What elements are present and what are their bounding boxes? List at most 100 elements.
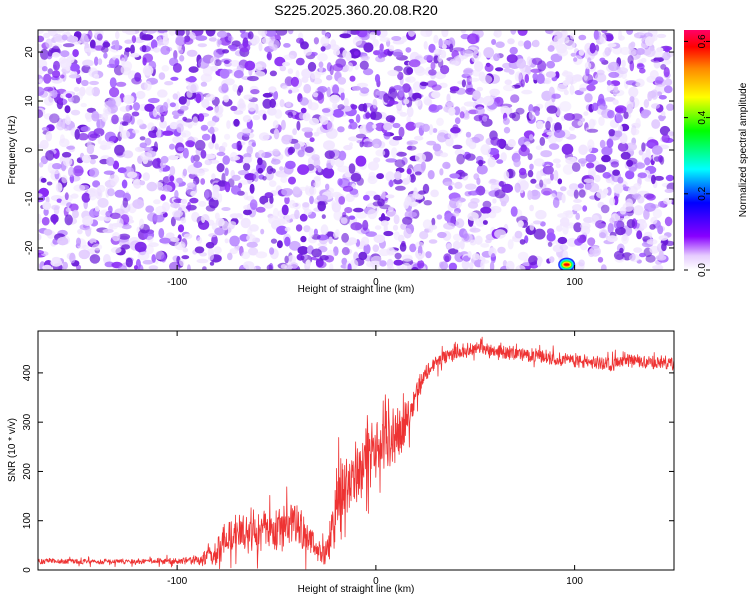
heatmap-cell [216,30,228,38]
heatmap-cell [186,49,198,57]
heatmap-cell [606,186,612,196]
heatmap-cell [69,203,79,212]
heatmap-cell [237,170,249,176]
heatmap-cell [241,128,252,134]
heatmap-cell [38,109,44,118]
heatmap-cell [309,195,314,205]
heatmap-cell [147,97,160,104]
heatmap-cell [545,71,557,78]
heatmap-cell [439,168,444,176]
heatmap-cell [441,44,447,50]
colorbar-tick-label: 0.6 [697,34,708,48]
heatmap-cell [484,63,494,72]
heatmap-cell [212,189,220,201]
heatmap-cell [493,53,500,62]
heatmap-cell [266,264,273,270]
heatmap-cell [652,208,663,219]
heatmap-cell [330,158,336,166]
heatmap-cell [337,165,350,173]
heatmap-cell [375,90,383,96]
heatmap-cell [243,162,251,171]
heatmap-cell [582,205,588,212]
heatmap-cell [194,246,205,254]
heatmap-cell [229,213,241,219]
heatmap-cell [478,159,484,167]
heatmap-cell [40,177,47,183]
heatmap-cell [516,58,527,69]
heatmap-cell [131,111,140,117]
heatmap-cell [423,41,428,50]
heatmap-cell [431,217,436,227]
heatmap-cell [103,170,115,175]
heatmap-cell [222,49,230,54]
heatmap-cell [428,69,437,76]
y-tick-label: -10 [24,191,35,206]
heatmap-cell [633,247,643,253]
heatmap-cell [471,253,480,261]
heatmap-cell [233,110,244,115]
heatmap-cell [388,45,395,52]
heatmap-cell [463,233,470,241]
heatmap-cell [552,197,560,209]
heatmap-cell [578,259,585,267]
heatmap-cell [400,223,407,230]
heatmap-cell [598,116,605,126]
heatmap-cell [347,62,354,72]
heatmap-cell [109,212,121,219]
heatmap-cell [553,129,566,139]
heatmap-cell [114,58,120,67]
heatmap-cell [661,51,671,61]
heatmap-cell [480,243,490,248]
heatmap-cell [663,67,670,78]
heatmap-cell [449,173,460,179]
heatmap-cell [430,189,439,198]
heatmap-cell [378,248,391,257]
heatmap-cell [333,210,343,221]
heatmap-cell [529,223,535,231]
heatmap-cell [557,178,563,185]
heatmap-cell [503,170,510,181]
heatmap-cell [461,259,470,270]
heatmap-cell [187,82,199,93]
heatmap-cell [428,124,434,136]
heatmap-cell [338,150,347,161]
heatmap-cell [52,70,61,79]
heatmap-cell [556,225,563,232]
heatmap-cell [536,170,542,182]
heatmap-cell [473,114,483,122]
heatmap-cell [183,233,193,239]
heatmap-cell [70,109,81,116]
heatmap-cell [372,201,383,207]
heatmap-cell [243,94,253,100]
heatmap-cell [59,138,70,148]
heatmap-cell [349,259,359,270]
heatmap-cell [448,262,458,270]
heatmap-cell [106,141,115,146]
heatmap-cell [60,74,65,79]
heatmap-cell [372,244,380,253]
heatmap-cell [619,46,631,56]
heatmap-cell [254,71,266,78]
heatmap-cell [563,113,576,121]
heatmap-cell [510,94,520,103]
heatmap-cell [403,98,410,105]
heatmap-cell [170,237,180,243]
heatmap-cell [216,151,226,157]
heatmap-cell [49,113,60,124]
heatmap-cell [262,176,267,181]
heatmap-cell [635,48,646,55]
heatmap-cell [392,178,403,185]
heatmap-cell [57,237,69,246]
heatmap-cell [334,229,340,238]
heatmap-cell [606,138,614,148]
heatmap-cell [195,93,202,104]
heatmap-cell [547,241,553,247]
heatmap-cell [249,183,255,194]
heatmap-cell [645,254,656,263]
heatmap-cell [560,186,567,192]
heatmap-cell [224,238,229,244]
heatmap-cell [518,146,530,157]
heatmap-cell [284,214,292,220]
heatmap-cell [131,77,142,85]
heatmap-cell [142,65,154,76]
